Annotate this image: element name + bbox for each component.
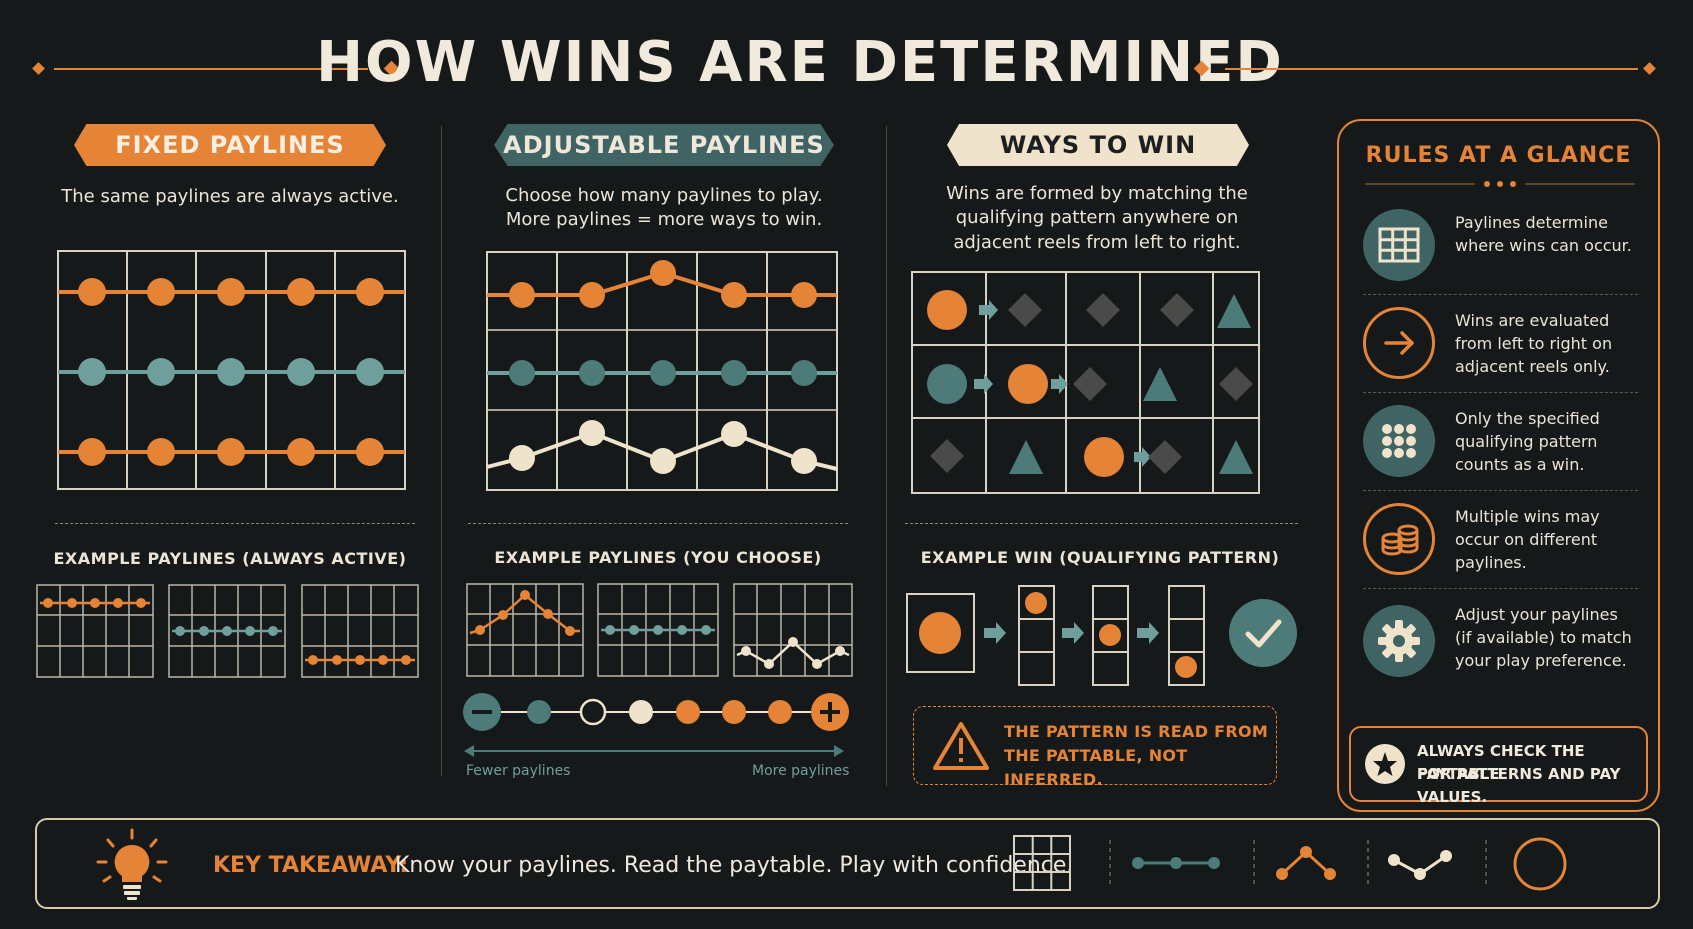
more-paylines-label: More paylines <box>752 763 850 779</box>
ways-to-win-banner: WAYS TO WIN <box>947 124 1249 166</box>
ways-example-sequence <box>906 585 1297 686</box>
page-title: HOW WINS ARE DETERMINED <box>316 30 1284 95</box>
payline-slider[interactable] <box>462 688 852 738</box>
warning-icon <box>933 722 989 770</box>
adjustable-paylines-grid <box>486 251 838 491</box>
rule-item: Adjust your paylines (if available) to m… <box>1363 589 1638 699</box>
warning-text-line2: THE PATTABLE, NOT INFERRED. <box>1004 746 1188 789</box>
star-icon <box>1365 744 1405 784</box>
rule-item: Paylines determine where wins can occur. <box>1363 197 1638 295</box>
adjustable-example-label: EXAMPLE PAYLINES (YOU CHOOSE) <box>494 548 822 567</box>
rules-title-ornament <box>1365 181 1635 187</box>
lightbulb-icon <box>96 828 168 900</box>
title-ornament-right <box>1193 60 1656 77</box>
fixed-paylines-description: The same paylines are always active. <box>61 186 399 207</box>
adjustable-paylines-banner: ADJUSTABLE PAYLINES <box>494 124 834 166</box>
adjustable-description-line2: More paylines = more ways to win. <box>505 209 823 230</box>
divider <box>468 523 848 524</box>
dots-grid-icon <box>1363 405 1435 477</box>
arrow-right-icon <box>1363 307 1435 379</box>
ways-description-line3: adjacent reels from left to right. <box>953 232 1241 253</box>
grid-icon <box>1363 209 1435 281</box>
divider <box>55 523 415 524</box>
ways-example-label: EXAMPLE WIN (QUALIFYING PATTERN) <box>920 548 1280 567</box>
coins-icon <box>1363 503 1435 575</box>
fixed-paylines-grid <box>57 250 406 490</box>
check-paytable-callout: ALWAYS CHECK THE PAYTABLE FOR PATTERNS A… <box>1349 726 1648 806</box>
key-takeaway-bar: KEY TAKEAWAY: Know your paylines. Read t… <box>35 818 1660 909</box>
column-divider <box>886 126 887 786</box>
rules-title: RULES AT A GLANCE <box>1365 143 1632 168</box>
check-paytable-line1: ALWAYS CHECK THE PAYTABLE <box>1417 742 1585 783</box>
pattern-warning: THE PATTERN IS READ FROM THE PATTABLE, N… <box>913 706 1277 789</box>
divider <box>905 523 1298 524</box>
ways-description-line1: Wins are formed by matching the <box>946 183 1248 204</box>
key-takeaway-label: KEY TAKEAWAY: <box>213 853 409 878</box>
warning-text-line1: THE PATTERN IS READ FROM <box>1004 722 1269 741</box>
title-ornament-left <box>32 60 400 77</box>
rule-text: Only the specified qualifying pattern co… <box>1455 409 1600 474</box>
ways-description-line2: qualifying pattern anywhere on <box>955 207 1239 228</box>
rule-item: Only the specified qualifying pattern co… <box>1363 393 1638 491</box>
rule-item: Wins are evaluated from left to right on… <box>1363 295 1638 393</box>
fewer-paylines-label: Fewer paylines <box>466 763 571 779</box>
column-divider <box>441 126 442 776</box>
rule-item: Multiple wins may occur on different pay… <box>1363 491 1638 589</box>
rule-text: Wins are evaluated from left to right on… <box>1455 311 1613 376</box>
ways-to-win-grid <box>911 271 1260 494</box>
fixed-example-label: EXAMPLE PAYLINES (ALWAYS ACTIVE) <box>53 549 407 568</box>
fixed-example-mini-grids <box>36 584 419 678</box>
fixed-paylines-banner: FIXED PAYLINES <box>74 124 386 166</box>
check-paytable-line2: FOR PATTERNS AND PAY VALUES. <box>1417 765 1621 806</box>
adjustable-example-mini-grids <box>466 583 853 677</box>
gear-icon <box>1363 605 1435 677</box>
rule-text: Paylines determine where wins can occur. <box>1455 213 1632 255</box>
key-takeaway-text: Know your paylines. Read the paytable. P… <box>395 853 1074 878</box>
takeaway-icons <box>1013 835 1567 891</box>
rule-text: Adjust your paylines (if available) to m… <box>1455 605 1632 670</box>
fewer-more-arrow <box>464 745 844 757</box>
adjustable-description-line1: Choose how many paylines to play. <box>505 185 823 206</box>
rules-panel: RULES AT A GLANCE Paylines determine whe… <box>1337 119 1660 812</box>
rule-text: Multiple wins may occur on different pay… <box>1455 507 1600 572</box>
